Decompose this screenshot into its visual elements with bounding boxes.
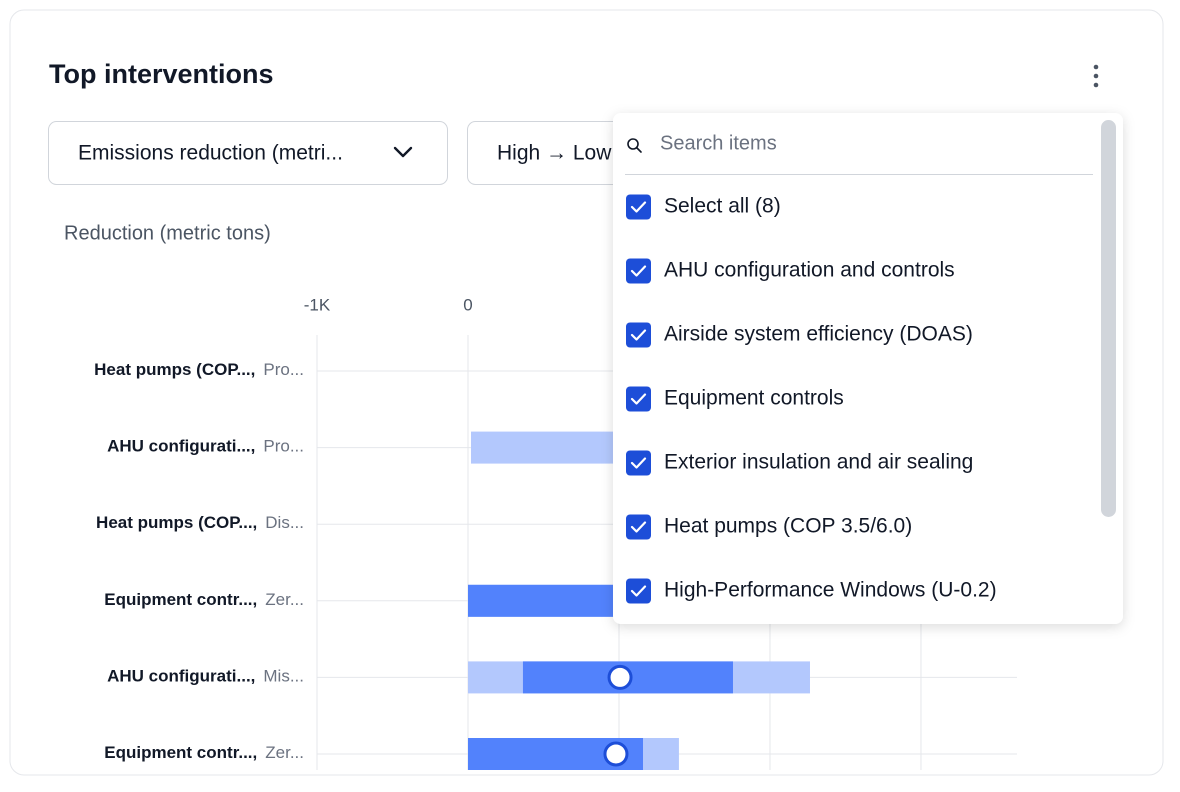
card-title: Top interventions	[49, 59, 274, 89]
scenario-name: Zer...	[265, 590, 304, 609]
x-tick-label: -1K	[304, 295, 331, 314]
check-icon	[630, 457, 647, 469]
intervention-name: Equipment contr...,	[104, 590, 257, 609]
item-label: Heat pumps (COP 3.5/6.0)	[664, 515, 912, 538]
scenario-name: Zer...	[265, 743, 304, 762]
dropdown-item[interactable]: Equipment controls	[626, 386, 844, 412]
check-icon	[630, 393, 647, 405]
search-input[interactable]: Search items	[660, 132, 777, 154]
scrollbar[interactable]	[1101, 120, 1116, 517]
scenario-name: Dis...	[265, 514, 304, 533]
filter-popup: Search items Select all (8) AHU configura…	[613, 113, 1123, 624]
intervention-name: Heat pumps (COP...,	[96, 514, 257, 533]
row-label: Heat pumps (COP..., Pro...	[94, 360, 304, 379]
checkbox	[626, 514, 651, 540]
row-label: Equipment contr..., Zer...	[104, 590, 304, 609]
item-label: Airside system efficiency (DOAS)	[664, 323, 973, 346]
scenario-name: Mis...	[263, 667, 304, 686]
median-marker	[607, 664, 633, 690]
check-icon	[630, 329, 647, 341]
median-marker	[603, 741, 629, 767]
metric-select[interactable]: Emissions reduction (metri...	[48, 121, 448, 185]
x-tick-label: 0	[463, 295, 472, 314]
metric-select-label: Emissions reduction (metri...	[78, 142, 343, 165]
checkbox	[626, 450, 651, 476]
row-label: Heat pumps (COP..., Dis...	[96, 514, 304, 533]
intervention-name: Equipment contr...,	[104, 743, 257, 762]
checkbox	[626, 386, 651, 412]
checkbox	[626, 578, 651, 604]
intervention-name: AHU configurati...,	[107, 667, 255, 686]
dropdown-item[interactable]: Airside system efficiency (DOAS)	[626, 322, 973, 348]
checkbox	[626, 322, 651, 348]
more-menu[interactable]	[1093, 64, 1099, 88]
item-label: Select all (8)	[664, 195, 781, 218]
row-label: Equipment contr..., Zer...	[104, 743, 304, 762]
plot	[316, 335, 1017, 770]
scenario-name: Pro...	[263, 437, 304, 456]
row-label: AHU configurati..., Pro...	[107, 437, 304, 456]
item-label: Exterior insulation and air sealing	[664, 451, 973, 474]
check-icon	[630, 585, 647, 597]
axis-label: Reduction (metric tons)	[64, 222, 271, 244]
check-icon	[630, 265, 647, 277]
item-label: High-Performance Windows (U-0.2)	[664, 579, 997, 602]
dropdown-item[interactable]: Exterior insulation and air sealing	[626, 450, 973, 476]
item-label: AHU configuration and controls	[664, 259, 955, 282]
dropdown-item[interactable]: Select all (8)	[626, 194, 781, 220]
checkbox	[626, 194, 651, 220]
checkbox	[626, 258, 651, 284]
check-icon	[630, 201, 647, 213]
intervention-name: AHU configurati...,	[107, 437, 255, 456]
check-icon	[630, 521, 647, 533]
intervention-name: Heat pumps (COP...,	[94, 360, 255, 379]
row-label: AHU configurati..., Mis...	[107, 667, 304, 686]
dropdown-item[interactable]: Heat pumps (COP 3.5/6.0)	[626, 514, 912, 540]
scenario-name: Pro...	[263, 360, 304, 379]
sort-select-label: High → Low	[497, 142, 612, 165]
dropdown-item[interactable]: AHU configuration and controls	[626, 258, 955, 284]
item-label: Equipment controls	[664, 387, 844, 410]
dropdown-item[interactable]: High-Performance Windows (U-0.2)	[626, 578, 997, 604]
